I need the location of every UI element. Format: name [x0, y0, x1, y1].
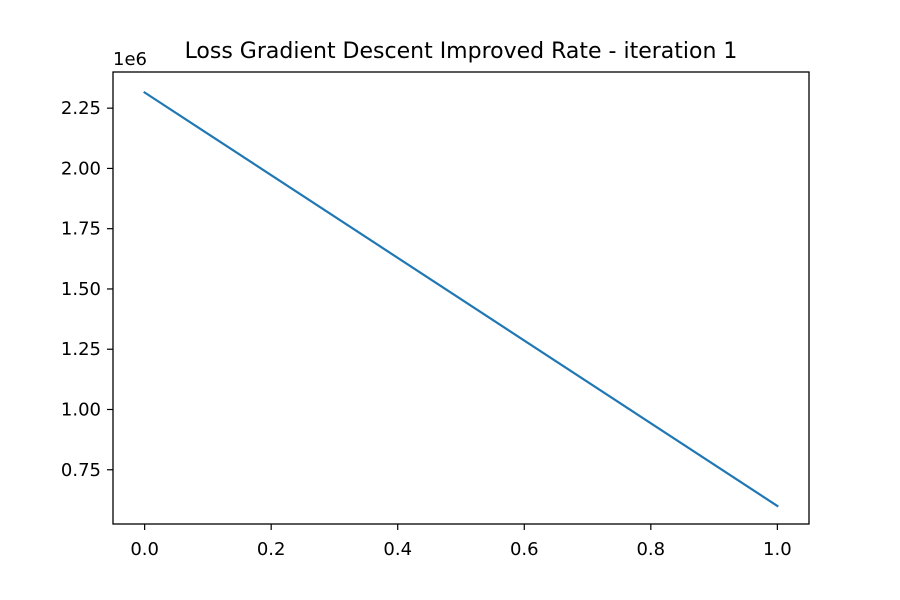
chart-title: Loss Gradient Descent Improved Rate - it… — [185, 39, 738, 64]
y-offset-label: 1e6 — [113, 49, 147, 70]
x-tick-label: 0.4 — [383, 539, 412, 560]
x-tick-label: 0.0 — [130, 539, 159, 560]
x-tick-label: 0.6 — [510, 539, 539, 560]
plot-area: 0.0 0.2 0.4 0.6 0.8 1.0 0.75 1.00 1.25 1.50 1.75 2.… — [61, 71, 810, 560]
y-tick-label: 2.25 — [61, 98, 101, 119]
y-tick-label: 1.75 — [61, 219, 101, 240]
y-tick-label: 1.25 — [61, 339, 101, 360]
axes-frame — [112, 71, 810, 525]
y-tick-label: 2.00 — [61, 158, 101, 179]
x-tick-label: 0.2 — [257, 539, 286, 560]
series-line-0 — [143, 90, 779, 508]
x-tick-label: 1.0 — [763, 539, 792, 560]
x-tick-label: 0.8 — [636, 539, 665, 560]
y-tick-label: 0.75 — [61, 460, 101, 481]
y-tick-label: 1.50 — [61, 279, 101, 300]
y-tick-label: 1.00 — [61, 399, 101, 420]
